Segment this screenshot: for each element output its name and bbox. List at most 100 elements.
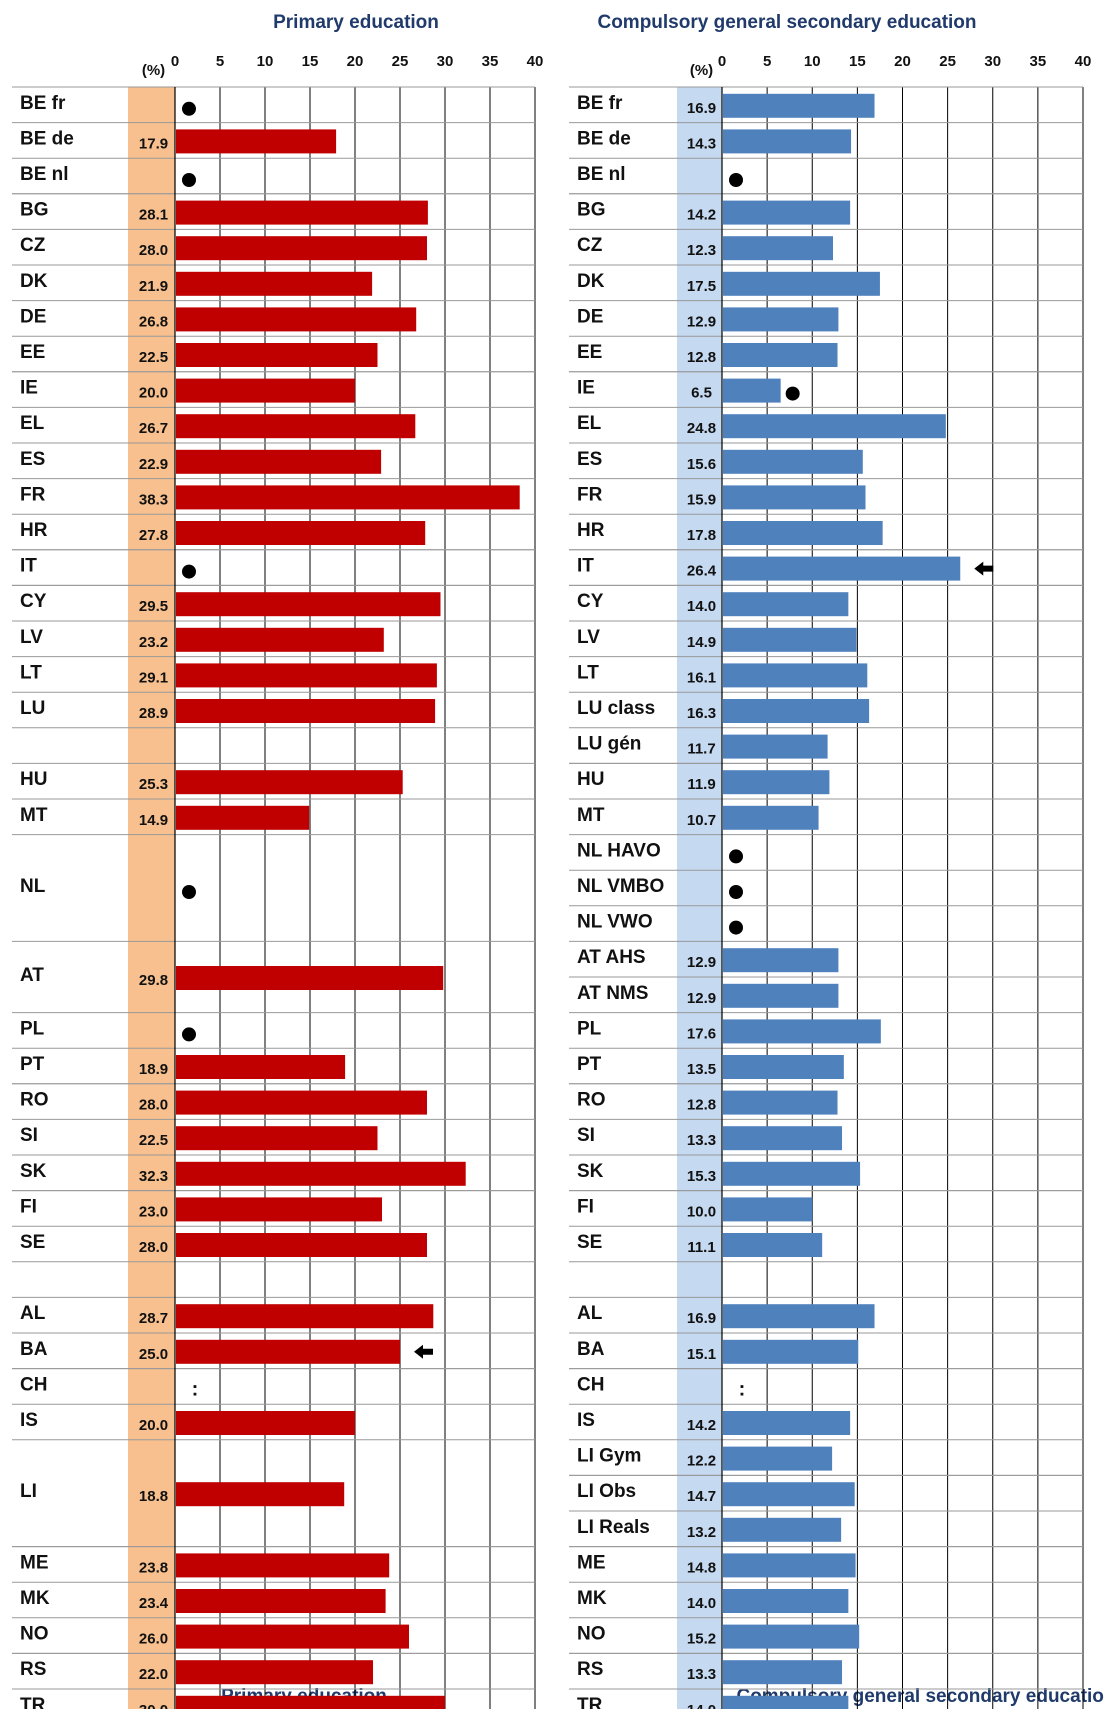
value-label: 29.8 bbox=[139, 972, 168, 989]
bar bbox=[723, 1339, 859, 1364]
dot-marker bbox=[182, 564, 196, 579]
x-tick-label: 30 bbox=[984, 53, 1001, 70]
x-tick-label: 10 bbox=[257, 53, 274, 70]
row-label: NL VWO bbox=[577, 912, 653, 933]
value-label: 16.1 bbox=[687, 669, 716, 686]
row-label: RO bbox=[20, 1090, 49, 1111]
bar bbox=[723, 1589, 849, 1613]
bar bbox=[723, 592, 849, 617]
value-label: 14.0 bbox=[687, 1595, 716, 1612]
arrow-marker bbox=[414, 1344, 433, 1359]
bar bbox=[176, 1660, 373, 1685]
chart-title: Compulsory general secondary education bbox=[597, 12, 976, 33]
bar bbox=[723, 93, 875, 118]
value-label: 17.8 bbox=[687, 527, 716, 544]
bar bbox=[723, 734, 828, 759]
value-label: 13.5 bbox=[687, 1061, 716, 1078]
bar bbox=[176, 699, 436, 723]
row-label: LU gén bbox=[577, 734, 641, 755]
value-label: 28.1 bbox=[139, 207, 168, 224]
row-label: LT bbox=[20, 662, 42, 683]
bar bbox=[723, 1055, 844, 1079]
value-label: 22.0 bbox=[139, 1666, 168, 1683]
value-label: 22.9 bbox=[139, 456, 168, 473]
dot-marker bbox=[785, 386, 800, 401]
row-label: RO bbox=[577, 1090, 606, 1111]
row-label: DE bbox=[577, 306, 603, 327]
bar bbox=[176, 1055, 346, 1079]
value-label: 12.8 bbox=[687, 1097, 716, 1114]
value-label: 10.7 bbox=[687, 812, 716, 829]
bar bbox=[176, 521, 426, 545]
value-label: 17.5 bbox=[687, 278, 716, 295]
row-label: PL bbox=[577, 1018, 602, 1039]
bar bbox=[176, 236, 427, 261]
row-label: LI Gym bbox=[577, 1446, 641, 1467]
value-label: 14.7 bbox=[687, 1488, 716, 1505]
value-label: 10.0 bbox=[687, 1203, 716, 1220]
value-label: 23.2 bbox=[139, 634, 168, 651]
dot-marker bbox=[182, 885, 196, 899]
value-label: 38.3 bbox=[139, 491, 168, 508]
row-label: BA bbox=[20, 1339, 48, 1360]
bar bbox=[723, 485, 866, 510]
bar bbox=[723, 236, 834, 261]
bar bbox=[176, 129, 337, 154]
colon-marker: : bbox=[192, 1378, 199, 1400]
row-label: BG bbox=[20, 200, 49, 221]
value-label: 15.3 bbox=[687, 1168, 716, 1185]
value-label: 15.9 bbox=[687, 491, 716, 508]
value-label: 13.2 bbox=[687, 1524, 716, 1541]
value-label: 12.3 bbox=[687, 242, 716, 259]
value-label: 14.3 bbox=[687, 135, 716, 152]
row-label: SK bbox=[20, 1161, 47, 1182]
row-label: MK bbox=[577, 1588, 607, 1609]
value-label: 20.0 bbox=[139, 385, 168, 402]
bar bbox=[176, 1233, 427, 1257]
dot-marker bbox=[182, 101, 196, 116]
value-label: 28.7 bbox=[139, 1310, 168, 1327]
bar bbox=[723, 805, 819, 830]
dot-marker bbox=[729, 885, 743, 899]
dot-marker bbox=[729, 920, 743, 935]
row-label: CZ bbox=[20, 235, 46, 256]
value-label: 12.8 bbox=[687, 349, 716, 366]
row-label: AL bbox=[577, 1303, 603, 1324]
row-label: BA bbox=[577, 1339, 605, 1360]
row-label: NL VMBO bbox=[577, 876, 664, 897]
bar bbox=[723, 378, 781, 403]
bar bbox=[176, 1695, 445, 1709]
bar bbox=[723, 699, 870, 723]
row-label: AT bbox=[20, 965, 44, 986]
x-tick-label: 15 bbox=[849, 53, 866, 70]
value-label: 15.6 bbox=[687, 456, 716, 473]
row-label: BE fr bbox=[20, 93, 66, 114]
bar bbox=[723, 556, 961, 581]
value-label: 14.0 bbox=[687, 598, 716, 615]
x-tick-label: 25 bbox=[392, 53, 409, 70]
row-label: AL bbox=[20, 1303, 46, 1324]
row-label: EE bbox=[577, 342, 602, 363]
row-label: FI bbox=[20, 1196, 37, 1217]
bar bbox=[723, 521, 883, 545]
dot-marker bbox=[729, 849, 743, 864]
value-label: 26.0 bbox=[139, 1631, 168, 1648]
arrow-marker bbox=[974, 561, 994, 576]
value-label: 14.0 bbox=[687, 1702, 716, 1709]
value-label: 25.3 bbox=[139, 776, 168, 793]
value-label: 16.9 bbox=[687, 100, 716, 117]
row-label: FR bbox=[577, 484, 603, 505]
row-label: DK bbox=[577, 271, 605, 292]
bar bbox=[723, 129, 852, 154]
row-label: BE de bbox=[577, 128, 631, 149]
x-tick-label: 40 bbox=[1075, 53, 1092, 70]
bar bbox=[176, 966, 444, 990]
dot-marker bbox=[729, 173, 743, 187]
row-label: NO bbox=[577, 1624, 606, 1645]
value-label: 28.9 bbox=[139, 705, 168, 722]
bar bbox=[176, 627, 384, 652]
row-label: MT bbox=[20, 805, 48, 826]
colon-marker: : bbox=[739, 1378, 746, 1400]
value-label: 13.3 bbox=[687, 1666, 716, 1683]
